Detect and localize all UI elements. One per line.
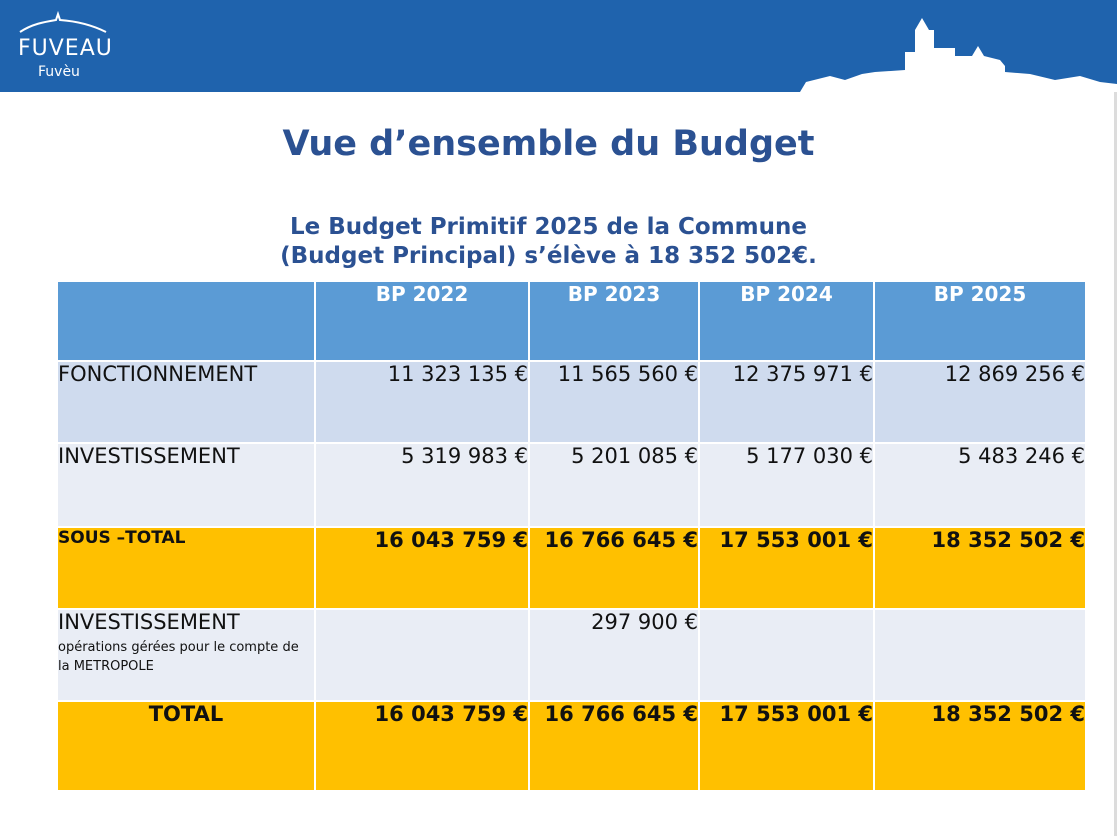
- subtitle-line-1: Le Budget Primitif 2025 de la Commune: [290, 214, 807, 240]
- logo-village-icon: [19, 10, 107, 33]
- cell-value: 5 177 030 €: [698, 442, 875, 528]
- slide-edge: [1114, 92, 1117, 836]
- table-row-investissement-metropole: INVESTISSEMENT opérations gérées pour le…: [56, 608, 1087, 702]
- row-label: INVESTISSEMENT: [56, 442, 316, 528]
- village-skyline-icon: [800, 18, 1117, 92]
- row-label: TOTAL: [56, 700, 316, 792]
- cell-value: 12 869 256 €: [873, 360, 1087, 444]
- cell-value: 16 043 759 €: [314, 526, 530, 610]
- header-banner: FUVEAU Fuvèu: [0, 0, 1117, 92]
- row-label: INVESTISSEMENT: [58, 610, 240, 634]
- cell-value: 16 043 759 €: [314, 700, 530, 792]
- cell-value: 297 900 €: [528, 608, 700, 702]
- cell-value: 11 323 135 €: [314, 360, 530, 444]
- cell-value: 18 352 502 €: [873, 700, 1087, 792]
- table-row-fonctionnement: FONCTIONNEMENT 11 323 135 € 11 565 560 €…: [56, 360, 1087, 444]
- subtitle-line-2: (Budget Principal) s’élève à 18 352 502€…: [280, 243, 817, 269]
- row-label-cell: INVESTISSEMENT opérations gérées pour le…: [56, 608, 316, 702]
- header-cell-bp2023: BP 2023: [528, 280, 700, 362]
- cell-value: [698, 608, 875, 702]
- logo-name: FUVEAU: [18, 36, 113, 61]
- table-row-sous-total: SOUS –TOTAL 16 043 759 € 16 766 645 € 17…: [56, 526, 1087, 610]
- budget-table: BP 2022 BP 2023 BP 2024 BP 2025 FONCTION…: [56, 280, 1087, 792]
- cell-value: 5 319 983 €: [314, 442, 530, 528]
- table-row-investissement: INVESTISSEMENT 5 319 983 € 5 201 085 € 5…: [56, 442, 1087, 528]
- cell-value: 17 553 001 €: [698, 700, 875, 792]
- cell-value: 18 352 502 €: [873, 526, 1087, 610]
- row-label: FONCTIONNEMENT: [56, 360, 316, 444]
- cell-value: 12 375 971 €: [698, 360, 875, 444]
- table-row-total: TOTAL 16 043 759 € 16 766 645 € 17 553 0…: [56, 700, 1087, 792]
- row-label: SOUS –TOTAL: [56, 526, 316, 610]
- row-note: opérations gérées pour le compte de la M…: [58, 640, 299, 674]
- page-title: Vue d’ensemble du Budget: [282, 124, 815, 164]
- header-cell-bp2025: BP 2025: [873, 280, 1087, 362]
- fuveau-logo: FUVEAU Fuvèu: [14, 10, 114, 85]
- cell-value: 16 766 645 €: [528, 700, 700, 792]
- cell-value: [314, 608, 530, 702]
- cell-value: 5 483 246 €: [873, 442, 1087, 528]
- header-cell-bp2024: BP 2024: [698, 280, 875, 362]
- page-subtitle: Le Budget Primitif 2025 de la Commune (B…: [0, 213, 1097, 271]
- logo-subtitle: Fuvèu: [38, 64, 80, 80]
- cell-value: 5 201 085 €: [528, 442, 700, 528]
- header-cell-bp2022: BP 2022: [314, 280, 530, 362]
- table-header-row: BP 2022 BP 2023 BP 2024 BP 2025: [56, 280, 1087, 362]
- cell-value: 17 553 001 €: [698, 526, 875, 610]
- cell-value: 16 766 645 €: [528, 526, 700, 610]
- cell-value: [873, 608, 1087, 702]
- cell-value: 11 565 560 €: [528, 360, 700, 444]
- header-cell-empty: [56, 280, 316, 362]
